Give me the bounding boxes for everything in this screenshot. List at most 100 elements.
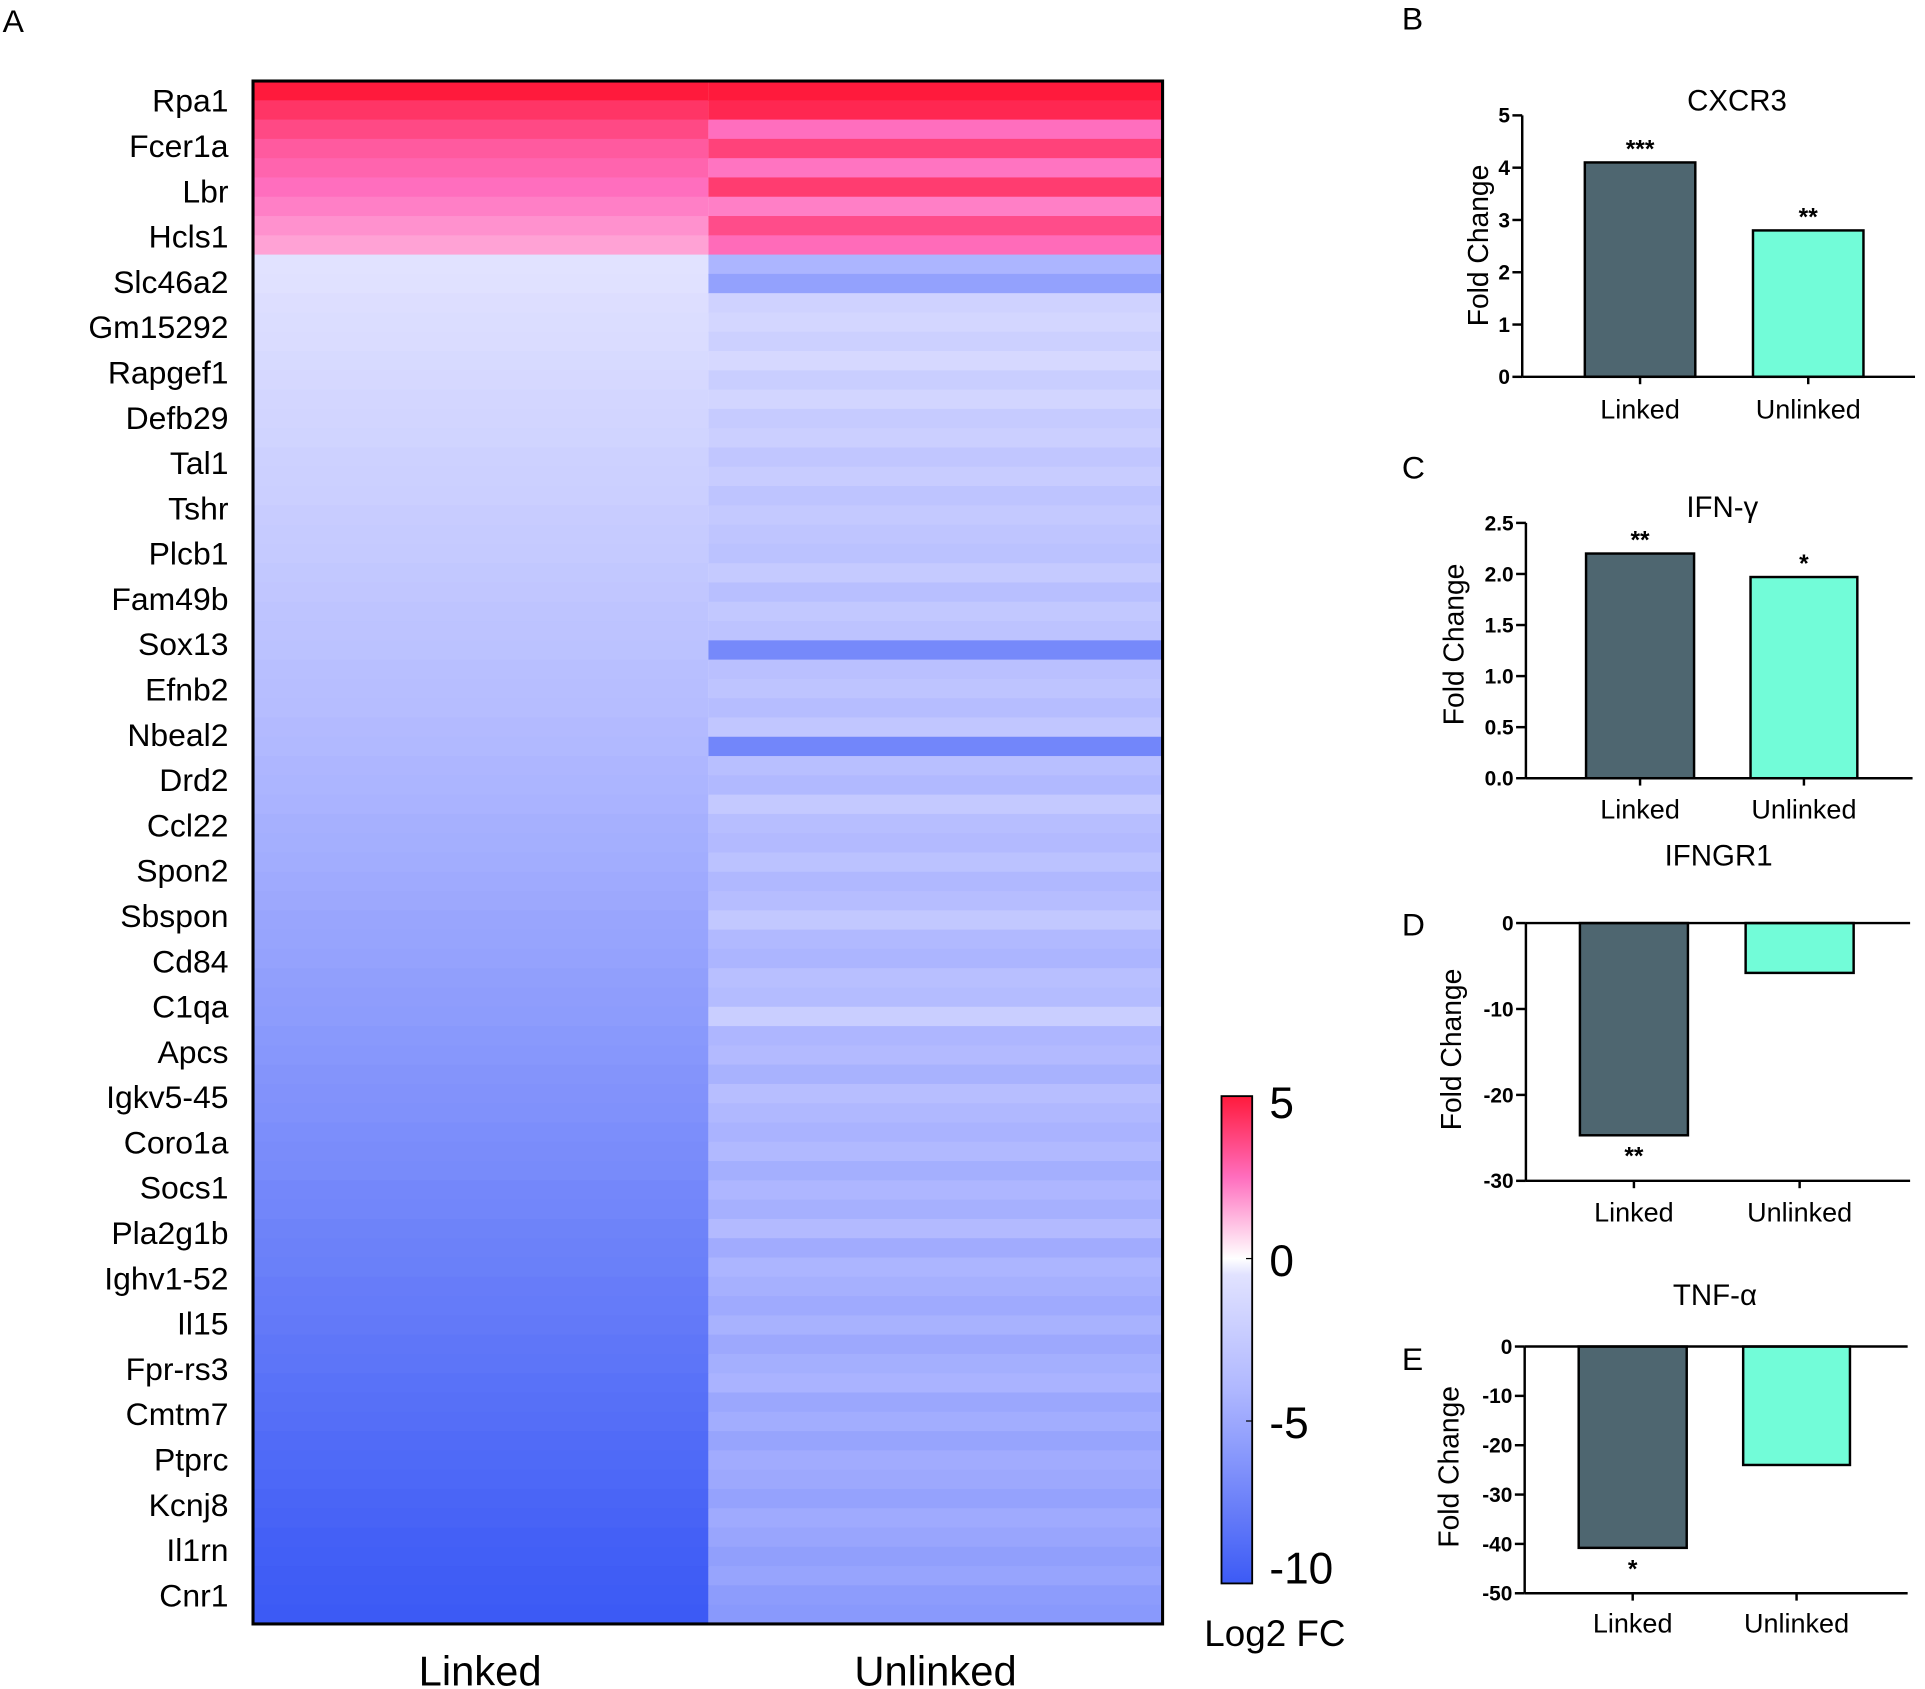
y-tick-label: -40 (1482, 1533, 1512, 1556)
gene-label: Tshr (168, 490, 229, 526)
gene-label: Drd2 (159, 762, 228, 798)
gene-label: Socs1 (140, 1170, 229, 1206)
significance-marker: ** (1799, 205, 1819, 232)
colorbar-tick-label: 5 (1269, 1079, 1294, 1128)
heatmap-cell (708, 1469, 1163, 1490)
heatmap-cell (253, 813, 709, 834)
heatmap-cell (708, 486, 1163, 507)
heatmap-cell (708, 1431, 1163, 1452)
heatmap-cell (708, 81, 1163, 102)
x-tick-label: Unlinked (1747, 1197, 1852, 1227)
heatmap-cell (253, 1103, 709, 1124)
y-tick-label: -50 (1482, 1583, 1512, 1606)
gene-label: Apcs (158, 1034, 229, 1070)
gene-label: Rapgef1 (108, 354, 229, 390)
x-tick-label: Unlinked (1751, 795, 1856, 825)
heatmap-cell (253, 1604, 709, 1625)
heatmap-cell (708, 331, 1163, 352)
bar-chart-3: IFNGR1 Fold Change ** Linked Unlinked -30 -20 -… (1435, 839, 1911, 1227)
heatmap-cell (708, 756, 1163, 777)
heatmap-border (251, 79, 1165, 1626)
heatmap-cell (253, 351, 709, 372)
y-tick-label: -20 (1483, 1084, 1513, 1107)
colorbar-rect (1220, 1095, 1254, 1585)
y-tick-label: 0 (1498, 366, 1510, 389)
heatmap-cell (253, 524, 709, 545)
heatmap-cell (708, 447, 1163, 468)
heatmap-cell (253, 428, 709, 449)
heatmap-cell (708, 833, 1163, 854)
y-tick-label: 1.5 (1485, 614, 1514, 637)
y-axis-label: Fold Change (1435, 969, 1467, 1131)
heatmap-cell (253, 1257, 709, 1278)
heatmap-cell (253, 563, 709, 584)
panel-label-a: A (3, 3, 25, 39)
heatmap-cell (253, 698, 709, 719)
heatmap-cell (708, 100, 1163, 121)
heatmap-cell (708, 254, 1163, 275)
y-tick-label: 1.0 (1485, 665, 1514, 688)
heatmap-cell (253, 1180, 709, 1201)
gene-label: Sox13 (138, 626, 228, 662)
heatmap-cell (253, 794, 709, 815)
heatmap-cell (253, 968, 709, 989)
heatmap-cell (253, 312, 709, 333)
heatmap-cell (253, 1373, 709, 1394)
y-tick-label: 5 (1498, 105, 1510, 128)
heatmap-cell (253, 678, 709, 699)
heatmap-cell (253, 1585, 709, 1606)
gene-label: Fcer1a (129, 128, 229, 164)
x-tick-label: Unlinked (1756, 395, 1861, 425)
heatmap-cell (253, 389, 709, 410)
heatmap-cell (708, 524, 1163, 545)
heatmap-cell (708, 1373, 1163, 1394)
heatmap-cell (253, 235, 709, 256)
heatmap-cell (253, 1411, 709, 1432)
heatmap-cell (708, 1604, 1163, 1625)
heatmap-cell (708, 1334, 1163, 1355)
heatmap-cell (708, 910, 1163, 931)
heatmap-cell (253, 1276, 709, 1297)
heatmap-cell (253, 466, 709, 487)
y-tick-label: 0 (1502, 912, 1514, 935)
heatmap-cell (708, 1450, 1163, 1471)
heatmap-cell (253, 1566, 709, 1587)
heatmap-cell (708, 1161, 1163, 1182)
gene-label: Lbr (182, 173, 228, 209)
panel-label-c: C (1402, 450, 1425, 486)
heatmap-cell (253, 717, 709, 738)
gene-label: Nbeal2 (127, 717, 228, 753)
gene-label: Ccl22 (147, 807, 229, 843)
heatmap-cell (708, 466, 1163, 487)
heatmap-cell (253, 1296, 709, 1317)
y-axis-label: Fold Change (1437, 564, 1469, 726)
heatmap-cell (253, 1064, 709, 1085)
heatmap-cell (708, 1122, 1163, 1143)
heatmap-cell (253, 601, 709, 622)
bar-chart-1: CXCR3 Fold Change *** Linked ** Unlinked 0 1 2 3 4… (1462, 84, 1916, 425)
heatmap-cell (253, 254, 709, 275)
heatmap-cell (708, 1411, 1163, 1432)
heatmap-cell (708, 640, 1163, 661)
bar-linked (1577, 1345, 1688, 1550)
heatmap-cell (253, 370, 709, 391)
significance-marker: ** (1624, 1144, 1644, 1171)
gene-label: Il1rn (166, 1532, 228, 1568)
heatmap-cell (708, 621, 1163, 642)
heatmap-cell (708, 312, 1163, 333)
gene-label: Igkv5-45 (106, 1079, 228, 1115)
heatmap-cell (708, 678, 1163, 699)
bar-chart-2: IFN-γ Fold Change ** Linked * Unlinked 0.0 0.5 1… (1437, 491, 1913, 825)
gene-label: Ighv1-52 (104, 1260, 228, 1296)
gene-label: Kcnj8 (149, 1487, 229, 1523)
heatmap-cell (708, 119, 1163, 140)
x-tick-label: Linked (1593, 1609, 1673, 1639)
heatmap-cell (253, 1199, 709, 1220)
heatmap-cell (253, 486, 709, 507)
colorbar: 5 0 -5 -10 Log2 FC (1204, 1079, 1345, 1654)
y-tick-label: 4 (1498, 157, 1510, 180)
panel-label-b: B (1402, 0, 1423, 36)
heatmap-cell (253, 1334, 709, 1355)
